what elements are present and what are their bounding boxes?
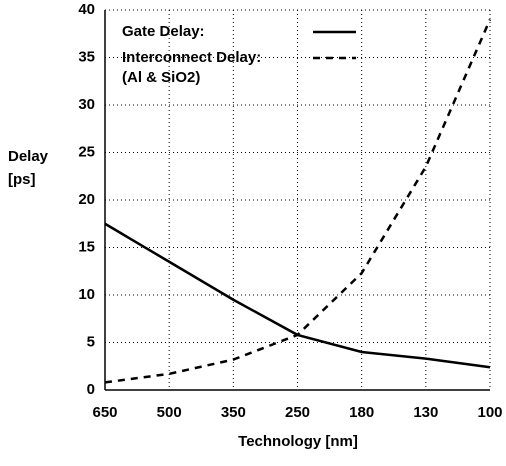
annotation: (Al & SiO2) xyxy=(122,69,200,86)
x-tick-label: 100 xyxy=(477,404,502,421)
legend-label: Interconnect Delay: xyxy=(122,49,261,66)
y-tick-label: 0 xyxy=(87,381,95,398)
x-tick-label: 130 xyxy=(413,404,438,421)
y-tick-label: 25 xyxy=(78,143,95,160)
x-tick-label: 500 xyxy=(157,404,182,421)
series-line xyxy=(104,19,492,384)
y-tick-label: 20 xyxy=(78,191,95,208)
y-tick-label: 30 xyxy=(78,96,95,113)
x-tick-label: 180 xyxy=(349,404,374,421)
y-tick-label: 15 xyxy=(78,238,95,255)
x-tick-label: 650 xyxy=(92,404,117,421)
y-tick-label: 5 xyxy=(87,333,95,350)
y-tick-label: 40 xyxy=(78,1,95,18)
x-tick-label: 250 xyxy=(285,404,310,421)
y-tick-label: 35 xyxy=(78,48,95,65)
y-tick-label: 10 xyxy=(78,286,95,303)
x-tick-label: 350 xyxy=(221,404,246,421)
legend-label: Gate Delay: xyxy=(122,23,205,40)
y-axis-label: [ps] xyxy=(8,171,36,188)
x-axis-label: Technology [nm] xyxy=(238,433,358,450)
y-axis-label: Delay xyxy=(8,148,49,165)
